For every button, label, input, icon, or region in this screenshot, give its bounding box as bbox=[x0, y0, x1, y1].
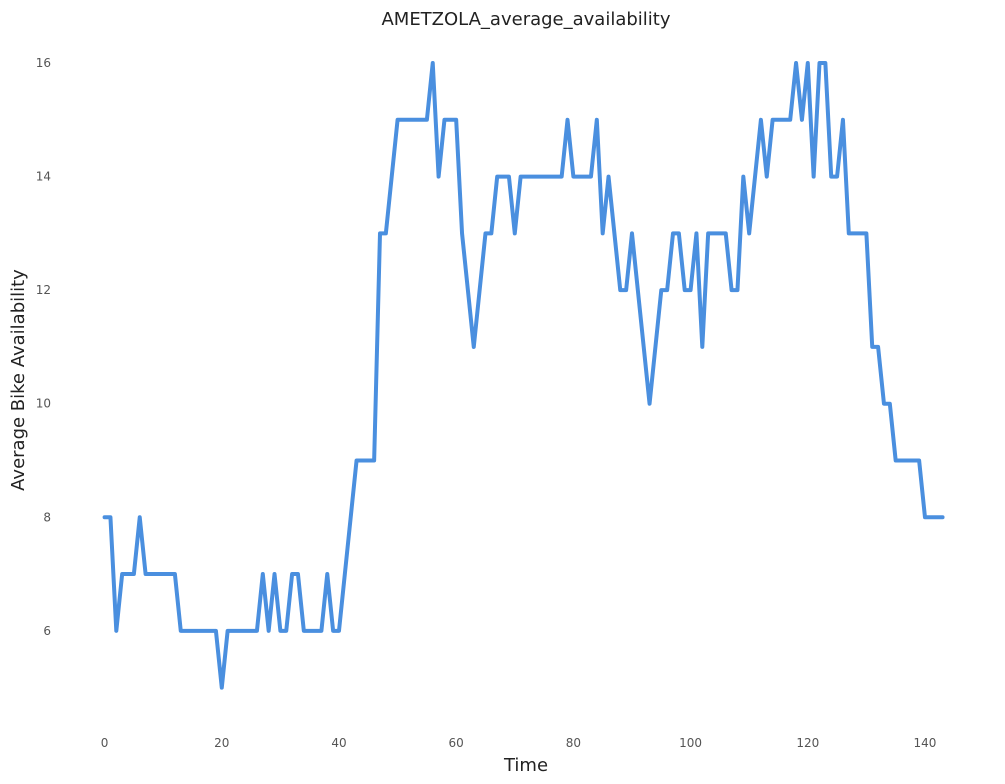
x-tick-label: 80 bbox=[566, 736, 581, 750]
x-tick-label: 0 bbox=[101, 736, 109, 750]
y-tick-label: 6 bbox=[43, 624, 51, 638]
x-tick-label: 40 bbox=[331, 736, 346, 750]
y-tick-label: 12 bbox=[36, 283, 51, 297]
x-axis-label: Time bbox=[503, 755, 548, 776]
y-axis-ticks: 6 8 10 12 14 16 bbox=[36, 56, 51, 638]
x-axis-ticks: 0 20 40 60 80 100 120 140 bbox=[101, 736, 937, 750]
y-tick-label: 10 bbox=[36, 397, 51, 411]
x-tick-label: 60 bbox=[449, 736, 464, 750]
y-tick-label: 8 bbox=[43, 510, 51, 524]
y-tick-label: 16 bbox=[36, 56, 51, 70]
x-tick-label: 100 bbox=[679, 736, 702, 750]
x-tick-label: 140 bbox=[914, 736, 937, 750]
y-axis-label: Average Bike Availability bbox=[8, 269, 29, 491]
chart-title: AMETZOLA_average_availability bbox=[381, 9, 670, 30]
x-tick-label: 20 bbox=[214, 736, 229, 750]
x-tick-label: 120 bbox=[796, 736, 819, 750]
y-tick-label: 14 bbox=[36, 170, 51, 184]
series-line bbox=[102, 61, 945, 690]
